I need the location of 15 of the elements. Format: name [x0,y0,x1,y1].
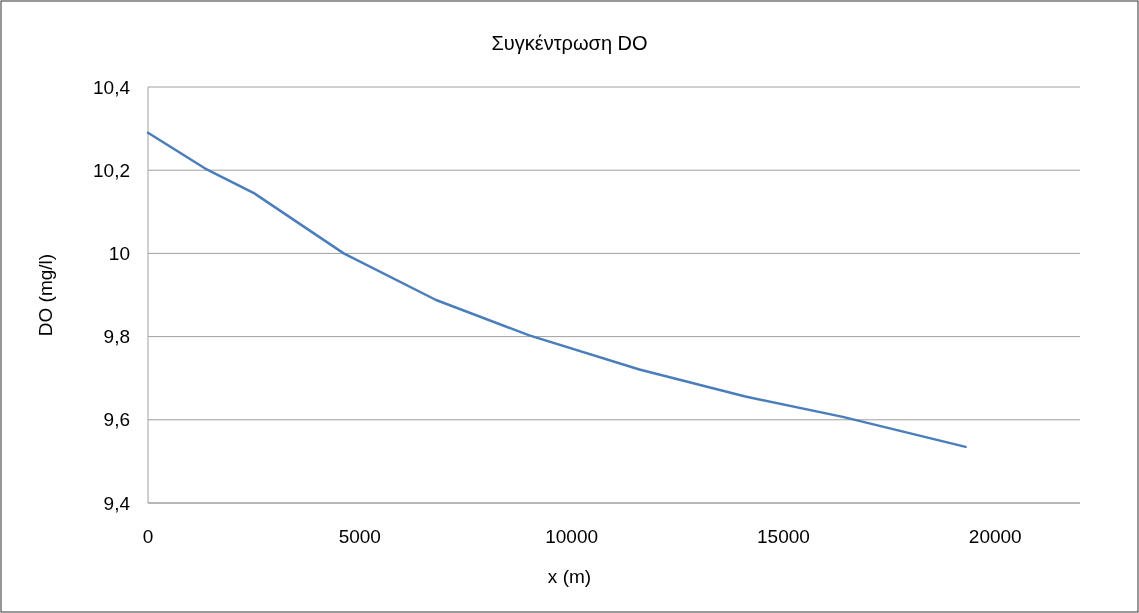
x-tick-label: 5000 [338,526,381,547]
y-tick-label: 10,2 [93,159,130,181]
x-tick-label: 20000 [968,526,1022,547]
x-tick-label: 10000 [545,526,599,547]
y-axis-title: DO (mg/l) [35,253,56,337]
y-tick-label: 10 [108,243,130,265]
y-tick-label: 9,6 [103,409,130,431]
y-tick-label: 10,4 [93,76,131,98]
x-tick-label: 15000 [757,526,810,547]
x-axis-title: x (m) [547,566,592,587]
y-tick-label: 9,8 [103,326,130,348]
line-series [146,131,967,449]
x-tick-label: 0 [142,526,154,547]
y-tick-label: 9,4 [103,492,131,514]
chart-title: Συγκέντρωση DO [491,32,648,54]
